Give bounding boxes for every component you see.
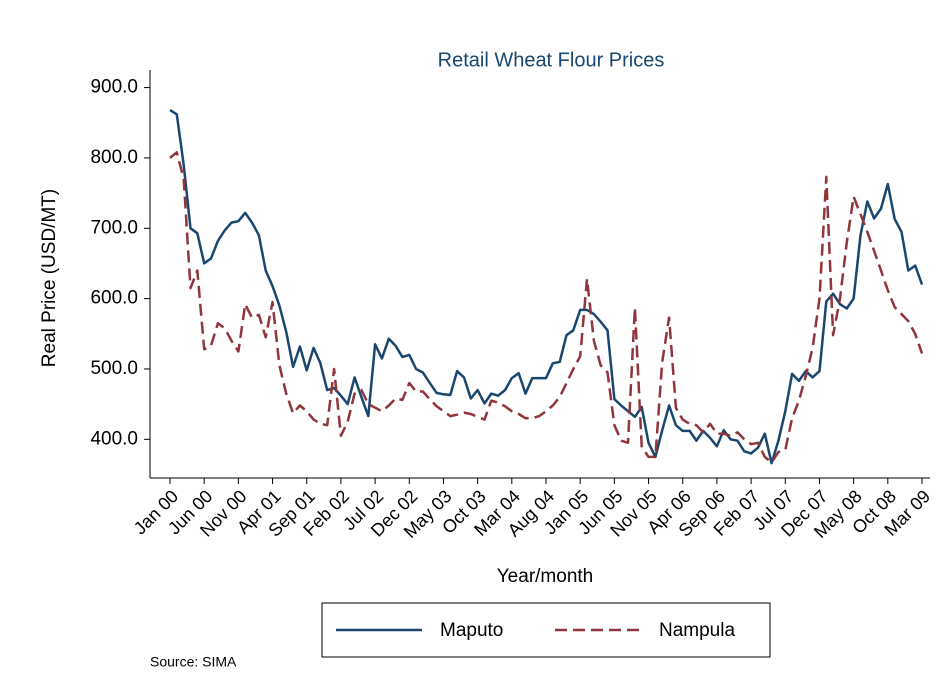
y-tick-label: 500.0 — [90, 358, 138, 379]
y-tick-label: 600.0 — [90, 288, 138, 309]
legend-box — [321, 602, 771, 658]
y-tick-label: 800.0 — [90, 147, 138, 168]
y-tick-label: 400.0 — [90, 428, 138, 449]
x-axis-label: Year/month — [497, 566, 593, 587]
y-tick-label: 700.0 — [90, 217, 138, 238]
y-tick-label: 900.0 — [90, 77, 138, 98]
y-axis-label: Real Price (USD/MT) — [39, 189, 60, 367]
legend-label: Maputo — [440, 620, 503, 641]
legend-label: Nampula — [659, 620, 735, 641]
data-line — [169, 151, 924, 464]
source-note: Source: SIMA — [150, 654, 237, 670]
chart-title: Retail Wheat Flour Prices — [438, 49, 665, 71]
data-line — [169, 109, 924, 465]
